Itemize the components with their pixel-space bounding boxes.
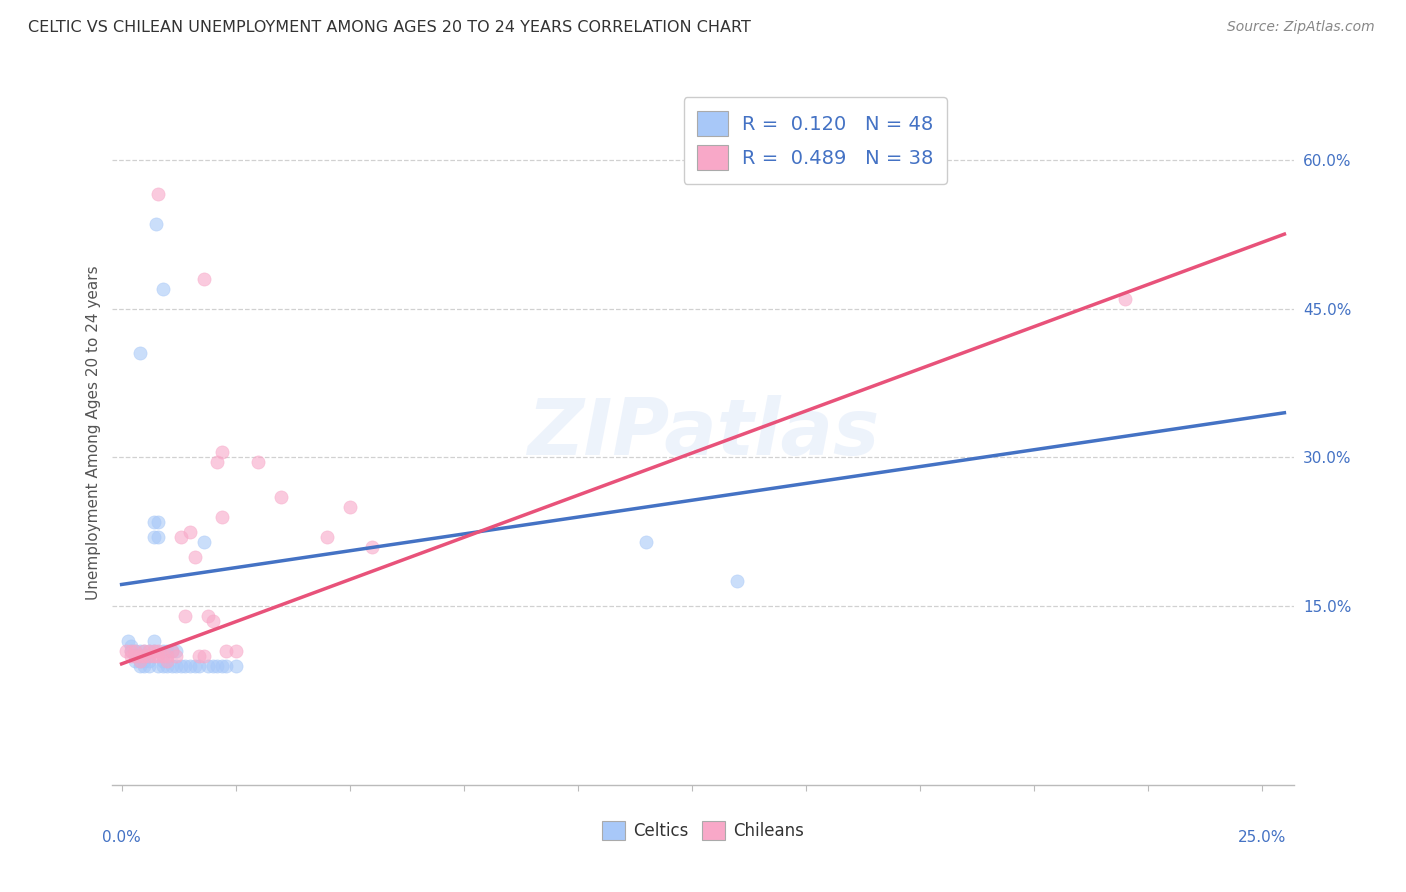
Point	[128, 658, 150, 673]
Point	[128, 654, 150, 668]
Point	[165, 648, 187, 663]
Point	[134, 648, 156, 663]
Point	[115, 644, 138, 658]
Point	[188, 658, 211, 673]
Point	[138, 658, 160, 673]
Point	[138, 648, 160, 663]
Point	[1114, 292, 1136, 306]
Text: 25.0%: 25.0%	[1237, 830, 1286, 845]
Point	[193, 534, 215, 549]
Point	[138, 648, 160, 663]
Point	[145, 217, 167, 231]
Point	[339, 500, 361, 514]
Point	[146, 187, 169, 202]
Point	[124, 654, 146, 668]
Point	[134, 654, 156, 668]
Point	[128, 648, 150, 663]
Point	[315, 530, 337, 544]
Point	[128, 648, 150, 663]
Point	[225, 658, 247, 673]
Point	[207, 455, 229, 469]
Point	[193, 648, 215, 663]
Point	[174, 658, 197, 673]
Point	[142, 530, 165, 544]
Point	[160, 644, 183, 658]
Point	[117, 634, 139, 648]
Point	[142, 515, 165, 529]
Point	[120, 644, 142, 658]
Point	[211, 510, 233, 524]
Point	[188, 648, 211, 663]
Point	[128, 346, 150, 360]
Point	[146, 658, 169, 673]
Text: Source: ZipAtlas.com: Source: ZipAtlas.com	[1227, 20, 1375, 34]
Point	[361, 540, 384, 554]
Point	[211, 445, 233, 459]
Point	[201, 614, 224, 628]
Point	[156, 648, 179, 663]
Point	[124, 644, 146, 658]
Point	[152, 644, 174, 658]
Point	[146, 515, 169, 529]
Point	[142, 648, 165, 663]
Point	[201, 658, 224, 673]
Point	[174, 609, 197, 624]
Text: ZIPatlas: ZIPatlas	[527, 394, 879, 471]
Point	[152, 648, 174, 663]
Point	[142, 644, 165, 658]
Point	[128, 654, 150, 668]
Point	[134, 644, 156, 658]
Point	[215, 658, 238, 673]
Text: 0.0%: 0.0%	[103, 830, 141, 845]
Point	[179, 658, 201, 673]
Point	[179, 524, 201, 539]
Point	[152, 654, 174, 668]
Point	[124, 648, 146, 663]
Y-axis label: Unemployment Among Ages 20 to 24 years: Unemployment Among Ages 20 to 24 years	[86, 265, 101, 600]
Point	[270, 490, 292, 504]
Point	[120, 639, 142, 653]
Point	[183, 549, 205, 564]
Point	[124, 644, 146, 658]
Point	[160, 644, 183, 658]
Point	[197, 658, 219, 673]
Point	[146, 644, 169, 658]
Point	[193, 272, 215, 286]
Point	[138, 644, 160, 658]
Point	[215, 644, 238, 658]
Point	[124, 648, 146, 663]
Point	[156, 644, 179, 658]
Legend: Celtics, Chileans: Celtics, Chileans	[595, 814, 811, 847]
Point	[170, 658, 193, 673]
Point	[134, 658, 156, 673]
Point	[142, 644, 165, 658]
Point	[146, 530, 169, 544]
Point	[634, 534, 657, 549]
Point	[138, 644, 160, 658]
Point	[156, 654, 179, 668]
Point	[152, 658, 174, 673]
Point	[225, 644, 247, 658]
Text: CELTIC VS CHILEAN UNEMPLOYMENT AMONG AGES 20 TO 24 YEARS CORRELATION CHART: CELTIC VS CHILEAN UNEMPLOYMENT AMONG AGE…	[28, 20, 751, 35]
Point	[165, 658, 187, 673]
Point	[207, 658, 229, 673]
Point	[128, 644, 150, 658]
Point	[152, 282, 174, 296]
Point	[165, 644, 187, 658]
Point	[134, 648, 156, 663]
Point	[142, 634, 165, 648]
Point	[211, 658, 233, 673]
Point	[120, 648, 142, 663]
Point	[156, 658, 179, 673]
Point	[160, 658, 183, 673]
Point	[120, 644, 142, 658]
Point	[197, 609, 219, 624]
Point	[247, 455, 270, 469]
Point	[134, 644, 156, 658]
Point	[170, 530, 193, 544]
Point	[183, 658, 205, 673]
Point	[146, 648, 169, 663]
Point	[725, 574, 748, 589]
Point	[138, 654, 160, 668]
